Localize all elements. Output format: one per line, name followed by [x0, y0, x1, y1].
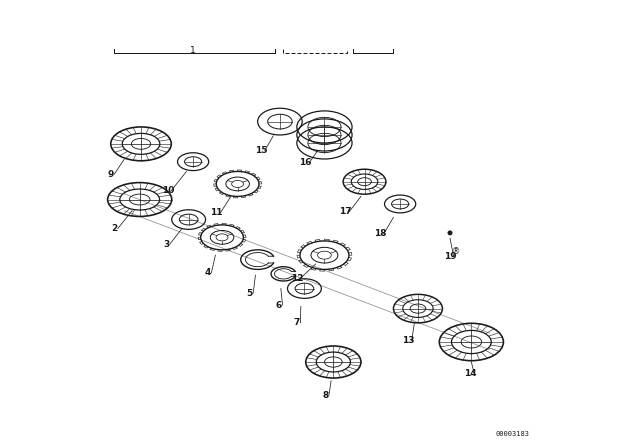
Text: 8: 8: [322, 391, 328, 400]
Text: 3: 3: [163, 240, 170, 249]
Text: 7: 7: [294, 319, 300, 327]
Text: 9: 9: [108, 170, 114, 179]
Text: 16: 16: [300, 158, 312, 167]
Text: 2: 2: [111, 224, 117, 233]
Text: 14: 14: [464, 369, 477, 378]
Text: 00003183: 00003183: [495, 431, 529, 437]
Text: 5: 5: [246, 289, 253, 297]
Text: 4: 4: [205, 268, 211, 277]
Text: 10: 10: [161, 186, 174, 195]
Text: ®: ®: [452, 247, 460, 256]
Text: 17: 17: [339, 207, 352, 216]
Text: 11: 11: [211, 208, 223, 217]
Text: 15: 15: [255, 146, 268, 155]
Text: 13: 13: [402, 336, 415, 345]
Text: 19: 19: [444, 252, 456, 261]
Text: 6: 6: [276, 301, 282, 310]
Text: 18: 18: [374, 229, 387, 238]
Circle shape: [448, 231, 452, 235]
Text: 1: 1: [190, 46, 196, 55]
Text: 12: 12: [291, 274, 303, 283]
